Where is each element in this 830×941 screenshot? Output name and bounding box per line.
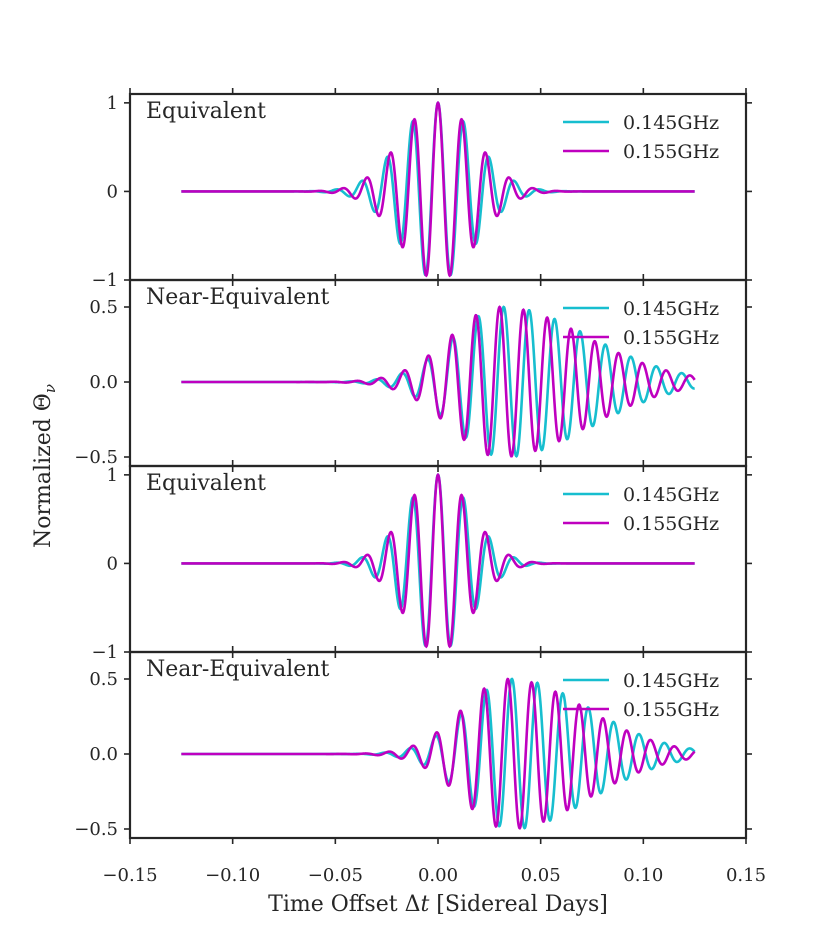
x-tick-label: 0.00 <box>418 865 458 886</box>
legend-label: 0.155GHz <box>623 141 719 163</box>
panel-2: 0.5 0.0 −0.5 Near-Equivalent 0.145GHz 0.155GH… <box>74 274 752 472</box>
legend-label: 0.155GHz <box>623 699 719 721</box>
x-tick-label: 0.15 <box>726 865 766 886</box>
panel-4: 0.5 0.0 −0.5 Near-Equivalent 0.145GHz 0.155GH… <box>74 646 752 844</box>
panel-label: Near-Equivalent <box>146 657 329 682</box>
series-line-0.155GHz <box>181 472 695 649</box>
legend-label: 0.145GHz <box>623 484 719 506</box>
y-tick-label: 1 <box>107 465 118 486</box>
series-line-0.155GHz <box>181 677 696 830</box>
legend-label: 0.155GHz <box>623 327 719 349</box>
series-line-0.145GHz <box>181 473 695 648</box>
panel-label: Equivalent <box>146 471 266 496</box>
y-tick-label: 0.5 <box>89 669 118 690</box>
y-tick-label: −1 <box>91 642 118 663</box>
legend: 0.145GHz 0.155GHz <box>563 484 719 535</box>
x-tick-label: 0.10 <box>623 865 663 886</box>
panel-label: Equivalent <box>146 99 266 124</box>
legend-label: 0.145GHz <box>623 670 719 692</box>
x-axis-label: Time Offset Δt [Sidereal Days] <box>268 892 608 917</box>
series-line-0.155GHz <box>181 305 696 458</box>
y-tick-label: −1 <box>91 270 118 291</box>
y-tick-label: 0 <box>107 181 118 202</box>
y-tick-label: 0.5 <box>89 297 118 318</box>
y-tick-label: 0 <box>107 553 118 574</box>
panel-label: Near-Equivalent <box>146 285 329 310</box>
x-tick-label: −0.05 <box>308 865 363 886</box>
x-tick-label: 0.05 <box>521 865 561 886</box>
legend: 0.145GHz 0.155GHz <box>563 112 719 163</box>
panel-1: 1 0 −1 Equivalent 0.145GHz 0.155GHz <box>91 88 752 291</box>
legend-label: 0.155GHz <box>623 513 719 535</box>
legend: 0.145GHz 0.155GHz <box>563 670 719 721</box>
y-tick-label: 0.0 <box>89 744 118 765</box>
y-tick-label: 1 <box>107 93 118 114</box>
y-tick-label: 0.0 <box>89 372 118 393</box>
y-tick-label: −0.5 <box>74 819 118 840</box>
legend-label: 0.145GHz <box>623 298 719 320</box>
y-axis-label: Normalized Θν <box>31 384 59 548</box>
series-line-0.155GHz <box>181 100 695 278</box>
x-tick-label: −0.10 <box>205 865 260 886</box>
legend-label: 0.145GHz <box>623 112 719 134</box>
y-tick-label: −0.5 <box>74 447 118 468</box>
panel-3: 1 0 −1 Equivalent 0.145GHz 0.155GHz <box>91 460 752 663</box>
legend: 0.145GHz 0.155GHz <box>563 298 719 349</box>
x-tick-label: −0.15 <box>102 865 157 886</box>
series-line-0.145GHz <box>181 101 695 277</box>
